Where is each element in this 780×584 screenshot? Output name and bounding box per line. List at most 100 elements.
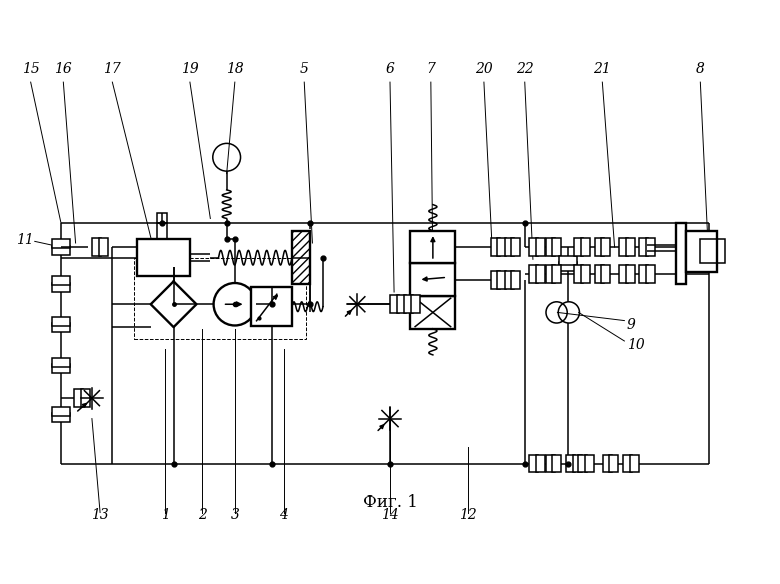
Bar: [536, 238, 544, 256]
Bar: [397, 296, 406, 313]
Bar: [410, 296, 456, 329]
Bar: [411, 296, 420, 313]
Bar: [391, 296, 399, 313]
Bar: [505, 238, 514, 256]
Bar: [136, 239, 190, 276]
Bar: [410, 231, 456, 263]
Bar: [640, 265, 648, 283]
Bar: [498, 271, 506, 288]
Bar: [134, 258, 306, 339]
Bar: [578, 454, 587, 472]
Bar: [552, 265, 561, 283]
Bar: [646, 238, 655, 256]
Text: 16: 16: [55, 61, 73, 75]
Text: 11: 11: [16, 233, 34, 247]
Text: Фиг. 1: Фиг. 1: [363, 494, 417, 511]
Text: 1: 1: [161, 508, 170, 522]
Bar: [410, 263, 456, 296]
Bar: [545, 238, 555, 256]
Bar: [601, 238, 610, 256]
Bar: [52, 239, 70, 248]
Bar: [536, 454, 544, 472]
Bar: [74, 389, 83, 407]
Bar: [251, 287, 292, 326]
Bar: [404, 296, 413, 313]
Bar: [675, 223, 686, 284]
Bar: [530, 454, 538, 472]
Bar: [573, 454, 582, 472]
Bar: [619, 238, 628, 256]
Bar: [52, 324, 70, 332]
Bar: [545, 454, 555, 472]
Bar: [559, 256, 577, 265]
Text: 3: 3: [230, 508, 239, 522]
Bar: [585, 454, 594, 472]
Bar: [552, 454, 561, 472]
Text: 5: 5: [300, 61, 309, 75]
Bar: [646, 265, 655, 283]
Text: 21: 21: [594, 61, 612, 75]
Bar: [158, 213, 167, 223]
Bar: [52, 413, 70, 422]
Bar: [536, 265, 544, 283]
Bar: [619, 265, 628, 283]
Text: 17: 17: [104, 61, 121, 75]
Bar: [498, 238, 506, 256]
Bar: [158, 223, 167, 239]
Bar: [530, 238, 538, 256]
Bar: [626, 265, 635, 283]
Bar: [491, 271, 500, 288]
Bar: [580, 238, 590, 256]
Bar: [640, 238, 648, 256]
Text: 7: 7: [427, 61, 435, 75]
Bar: [700, 239, 725, 263]
Bar: [52, 283, 70, 291]
Text: 15: 15: [22, 61, 40, 75]
Bar: [574, 265, 583, 283]
Bar: [626, 238, 635, 256]
Bar: [530, 265, 538, 283]
Text: 12: 12: [459, 508, 477, 522]
Text: 10: 10: [627, 338, 644, 352]
Bar: [81, 389, 90, 407]
Bar: [511, 238, 520, 256]
Bar: [594, 238, 604, 256]
Bar: [686, 231, 717, 272]
Bar: [52, 358, 70, 367]
Bar: [574, 238, 583, 256]
Bar: [99, 238, 108, 256]
Text: 18: 18: [226, 61, 243, 75]
Bar: [52, 276, 70, 285]
Text: 20: 20: [475, 61, 493, 75]
Text: 9: 9: [627, 318, 636, 332]
Bar: [594, 265, 604, 283]
Text: 6: 6: [385, 61, 395, 75]
Bar: [580, 265, 590, 283]
Text: 19: 19: [181, 61, 199, 75]
Text: 2: 2: [197, 508, 207, 522]
Text: 13: 13: [91, 508, 109, 522]
Bar: [552, 238, 561, 256]
Bar: [491, 238, 500, 256]
Bar: [609, 454, 619, 472]
Bar: [629, 454, 639, 472]
Bar: [52, 364, 70, 373]
Bar: [559, 262, 577, 271]
Text: 4: 4: [279, 508, 289, 522]
Bar: [566, 454, 575, 472]
Bar: [505, 271, 514, 288]
Bar: [92, 238, 101, 256]
Polygon shape: [151, 281, 197, 327]
Text: 8: 8: [696, 61, 705, 75]
Bar: [603, 454, 612, 472]
Bar: [52, 406, 70, 416]
Bar: [623, 454, 632, 472]
Bar: [545, 265, 555, 283]
Bar: [601, 265, 610, 283]
Text: 14: 14: [381, 508, 399, 522]
Bar: [511, 271, 520, 288]
Bar: [52, 317, 70, 326]
Bar: [292, 231, 310, 284]
Text: 22: 22: [516, 61, 534, 75]
Bar: [52, 246, 70, 255]
